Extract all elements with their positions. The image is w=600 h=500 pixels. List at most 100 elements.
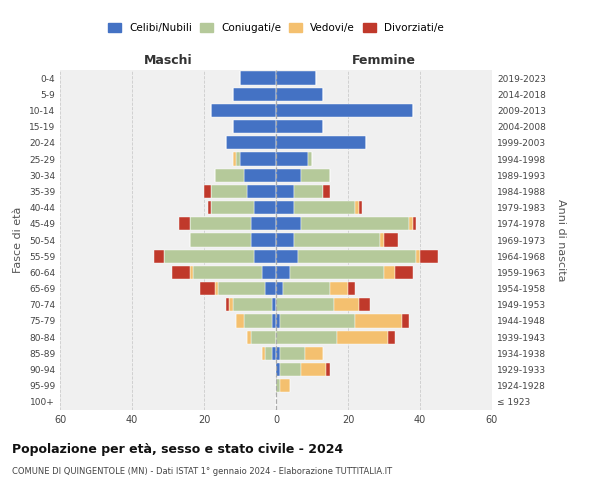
- Bar: [308, 152, 312, 166]
- Bar: [323, 185, 330, 198]
- Bar: [190, 234, 251, 246]
- Bar: [247, 185, 276, 198]
- Bar: [283, 282, 330, 295]
- Bar: [233, 152, 236, 166]
- Bar: [226, 136, 276, 149]
- Bar: [416, 250, 420, 263]
- Bar: [236, 152, 240, 166]
- Bar: [236, 314, 244, 328]
- Bar: [395, 266, 413, 279]
- Bar: [190, 217, 251, 230]
- Bar: [244, 314, 272, 328]
- Bar: [251, 234, 276, 246]
- Bar: [276, 379, 280, 392]
- Bar: [337, 330, 388, 344]
- Bar: [211, 185, 247, 198]
- Bar: [294, 234, 380, 246]
- Bar: [208, 201, 211, 214]
- Bar: [280, 314, 355, 328]
- Bar: [254, 250, 276, 263]
- Bar: [276, 120, 323, 134]
- Bar: [240, 72, 276, 85]
- Bar: [211, 201, 254, 214]
- Bar: [204, 185, 211, 198]
- Bar: [251, 217, 276, 230]
- Bar: [190, 266, 193, 279]
- Bar: [218, 282, 265, 295]
- Bar: [359, 298, 370, 312]
- Bar: [226, 298, 229, 312]
- Bar: [294, 201, 355, 214]
- Bar: [384, 266, 395, 279]
- Bar: [276, 185, 294, 198]
- Bar: [276, 88, 323, 101]
- Bar: [272, 346, 276, 360]
- Text: Maschi: Maschi: [143, 54, 193, 67]
- Bar: [301, 168, 330, 182]
- Bar: [301, 217, 409, 230]
- Bar: [388, 330, 395, 344]
- Bar: [276, 72, 316, 85]
- Bar: [276, 346, 280, 360]
- Bar: [280, 346, 305, 360]
- Bar: [355, 314, 402, 328]
- Bar: [154, 250, 164, 263]
- Bar: [298, 250, 416, 263]
- Bar: [280, 363, 301, 376]
- Legend: Celibi/Nubili, Coniugati/e, Vedovi/e, Divorziati/e: Celibi/Nubili, Coniugati/e, Vedovi/e, Di…: [108, 22, 444, 32]
- Bar: [301, 363, 326, 376]
- Bar: [420, 250, 438, 263]
- Bar: [305, 346, 323, 360]
- Bar: [247, 330, 251, 344]
- Bar: [215, 168, 244, 182]
- Bar: [229, 298, 233, 312]
- Bar: [276, 152, 308, 166]
- Bar: [276, 330, 337, 344]
- Bar: [272, 314, 276, 328]
- Bar: [179, 217, 190, 230]
- Bar: [262, 346, 265, 360]
- Y-axis label: Fasce di età: Fasce di età: [13, 207, 23, 273]
- Text: Femmine: Femmine: [352, 54, 416, 67]
- Text: COMUNE DI QUINGENTOLE (MN) - Dati ISTAT 1° gennaio 2024 - Elaborazione TUTTITALI: COMUNE DI QUINGENTOLE (MN) - Dati ISTAT …: [12, 468, 392, 476]
- Bar: [215, 282, 218, 295]
- Bar: [413, 217, 416, 230]
- Bar: [272, 298, 276, 312]
- Bar: [211, 104, 276, 117]
- Bar: [326, 363, 330, 376]
- Bar: [276, 201, 294, 214]
- Bar: [276, 234, 294, 246]
- Bar: [276, 217, 301, 230]
- Bar: [280, 379, 290, 392]
- Bar: [294, 185, 323, 198]
- Bar: [276, 266, 290, 279]
- Bar: [200, 282, 215, 295]
- Bar: [233, 298, 272, 312]
- Bar: [276, 282, 283, 295]
- Bar: [402, 314, 409, 328]
- Bar: [254, 201, 276, 214]
- Bar: [172, 266, 190, 279]
- Bar: [355, 201, 359, 214]
- Bar: [276, 250, 298, 263]
- Bar: [244, 168, 276, 182]
- Bar: [380, 234, 384, 246]
- Bar: [348, 282, 355, 295]
- Y-axis label: Anni di nascita: Anni di nascita: [556, 198, 566, 281]
- Bar: [265, 346, 272, 360]
- Text: Popolazione per età, sesso e stato civile - 2024: Popolazione per età, sesso e stato civil…: [12, 442, 343, 456]
- Bar: [233, 120, 276, 134]
- Bar: [164, 250, 254, 263]
- Bar: [290, 266, 384, 279]
- Bar: [276, 104, 413, 117]
- Bar: [276, 168, 301, 182]
- Bar: [409, 217, 413, 230]
- Bar: [276, 363, 280, 376]
- Bar: [251, 330, 276, 344]
- Bar: [334, 298, 359, 312]
- Bar: [193, 266, 262, 279]
- Bar: [276, 136, 366, 149]
- Bar: [265, 282, 276, 295]
- Bar: [276, 298, 334, 312]
- Bar: [384, 234, 398, 246]
